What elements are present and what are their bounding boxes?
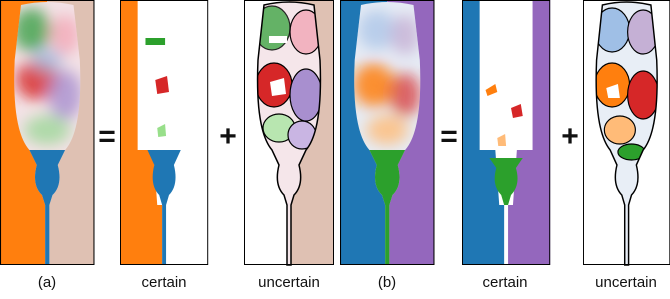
operator: =	[98, 120, 116, 153]
panel-a-certain	[120, 0, 208, 265]
panel-b	[340, 0, 435, 265]
panel-label: (a)	[38, 274, 56, 291]
panel-label: (b)	[378, 274, 396, 291]
operator: =	[440, 120, 458, 153]
panel-label: uncertain	[595, 274, 657, 291]
panel-label: certain	[482, 274, 527, 291]
operator: +	[219, 120, 237, 153]
panel-a	[0, 0, 94, 265]
panel-b-certain	[462, 0, 550, 265]
panel-a-uncertain	[244, 0, 334, 265]
panel-label: certain	[141, 274, 186, 291]
panel-b-uncertain	[583, 0, 670, 265]
operator: +	[561, 120, 579, 153]
panel-label: uncertain	[258, 274, 320, 291]
figure: = + = + (a) certain uncertain (b) certai…	[0, 0, 670, 299]
